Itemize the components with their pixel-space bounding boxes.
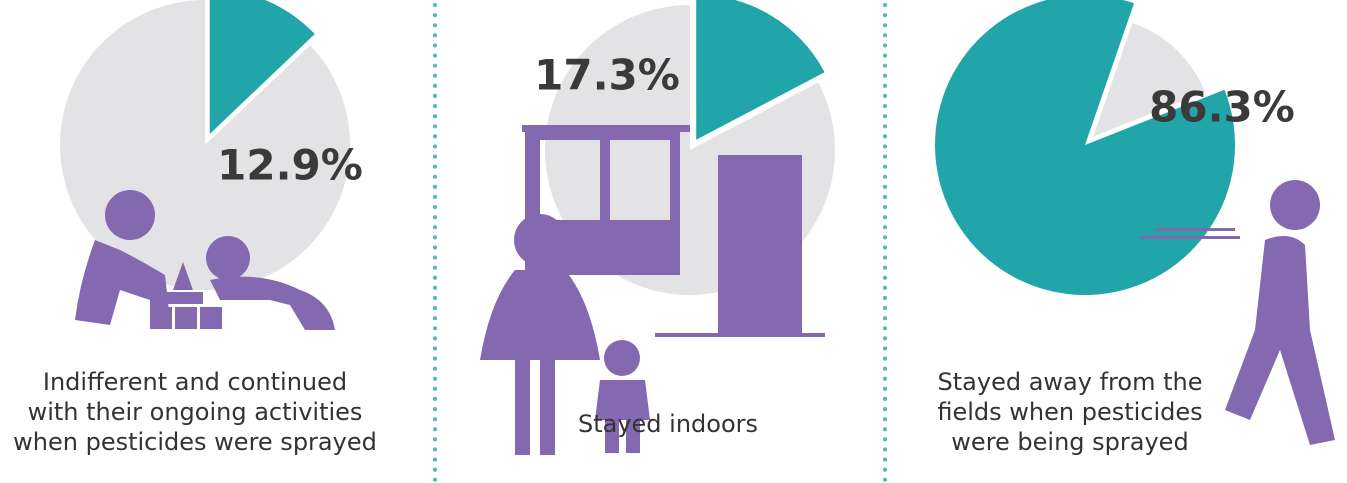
pie-slice — [935, 0, 1235, 295]
caption: were being sprayed — [951, 428, 1188, 456]
caption: Stayed indoors — [578, 410, 758, 438]
caption: with their ongoing activities — [28, 398, 363, 426]
caption: Indifferent and continued — [43, 368, 347, 396]
caption: fields when pesticides — [937, 398, 1202, 426]
value-label: 86.3% — [1149, 83, 1295, 132]
value-label: 12.9% — [217, 141, 363, 190]
value-label: 17.3% — [534, 51, 680, 100]
infographic: 12.9% Indifferent and continuedwith their… — [0, 0, 1347, 483]
caption: Stayed away from the — [938, 368, 1203, 396]
caption: when pesticides were sprayed — [13, 428, 377, 456]
